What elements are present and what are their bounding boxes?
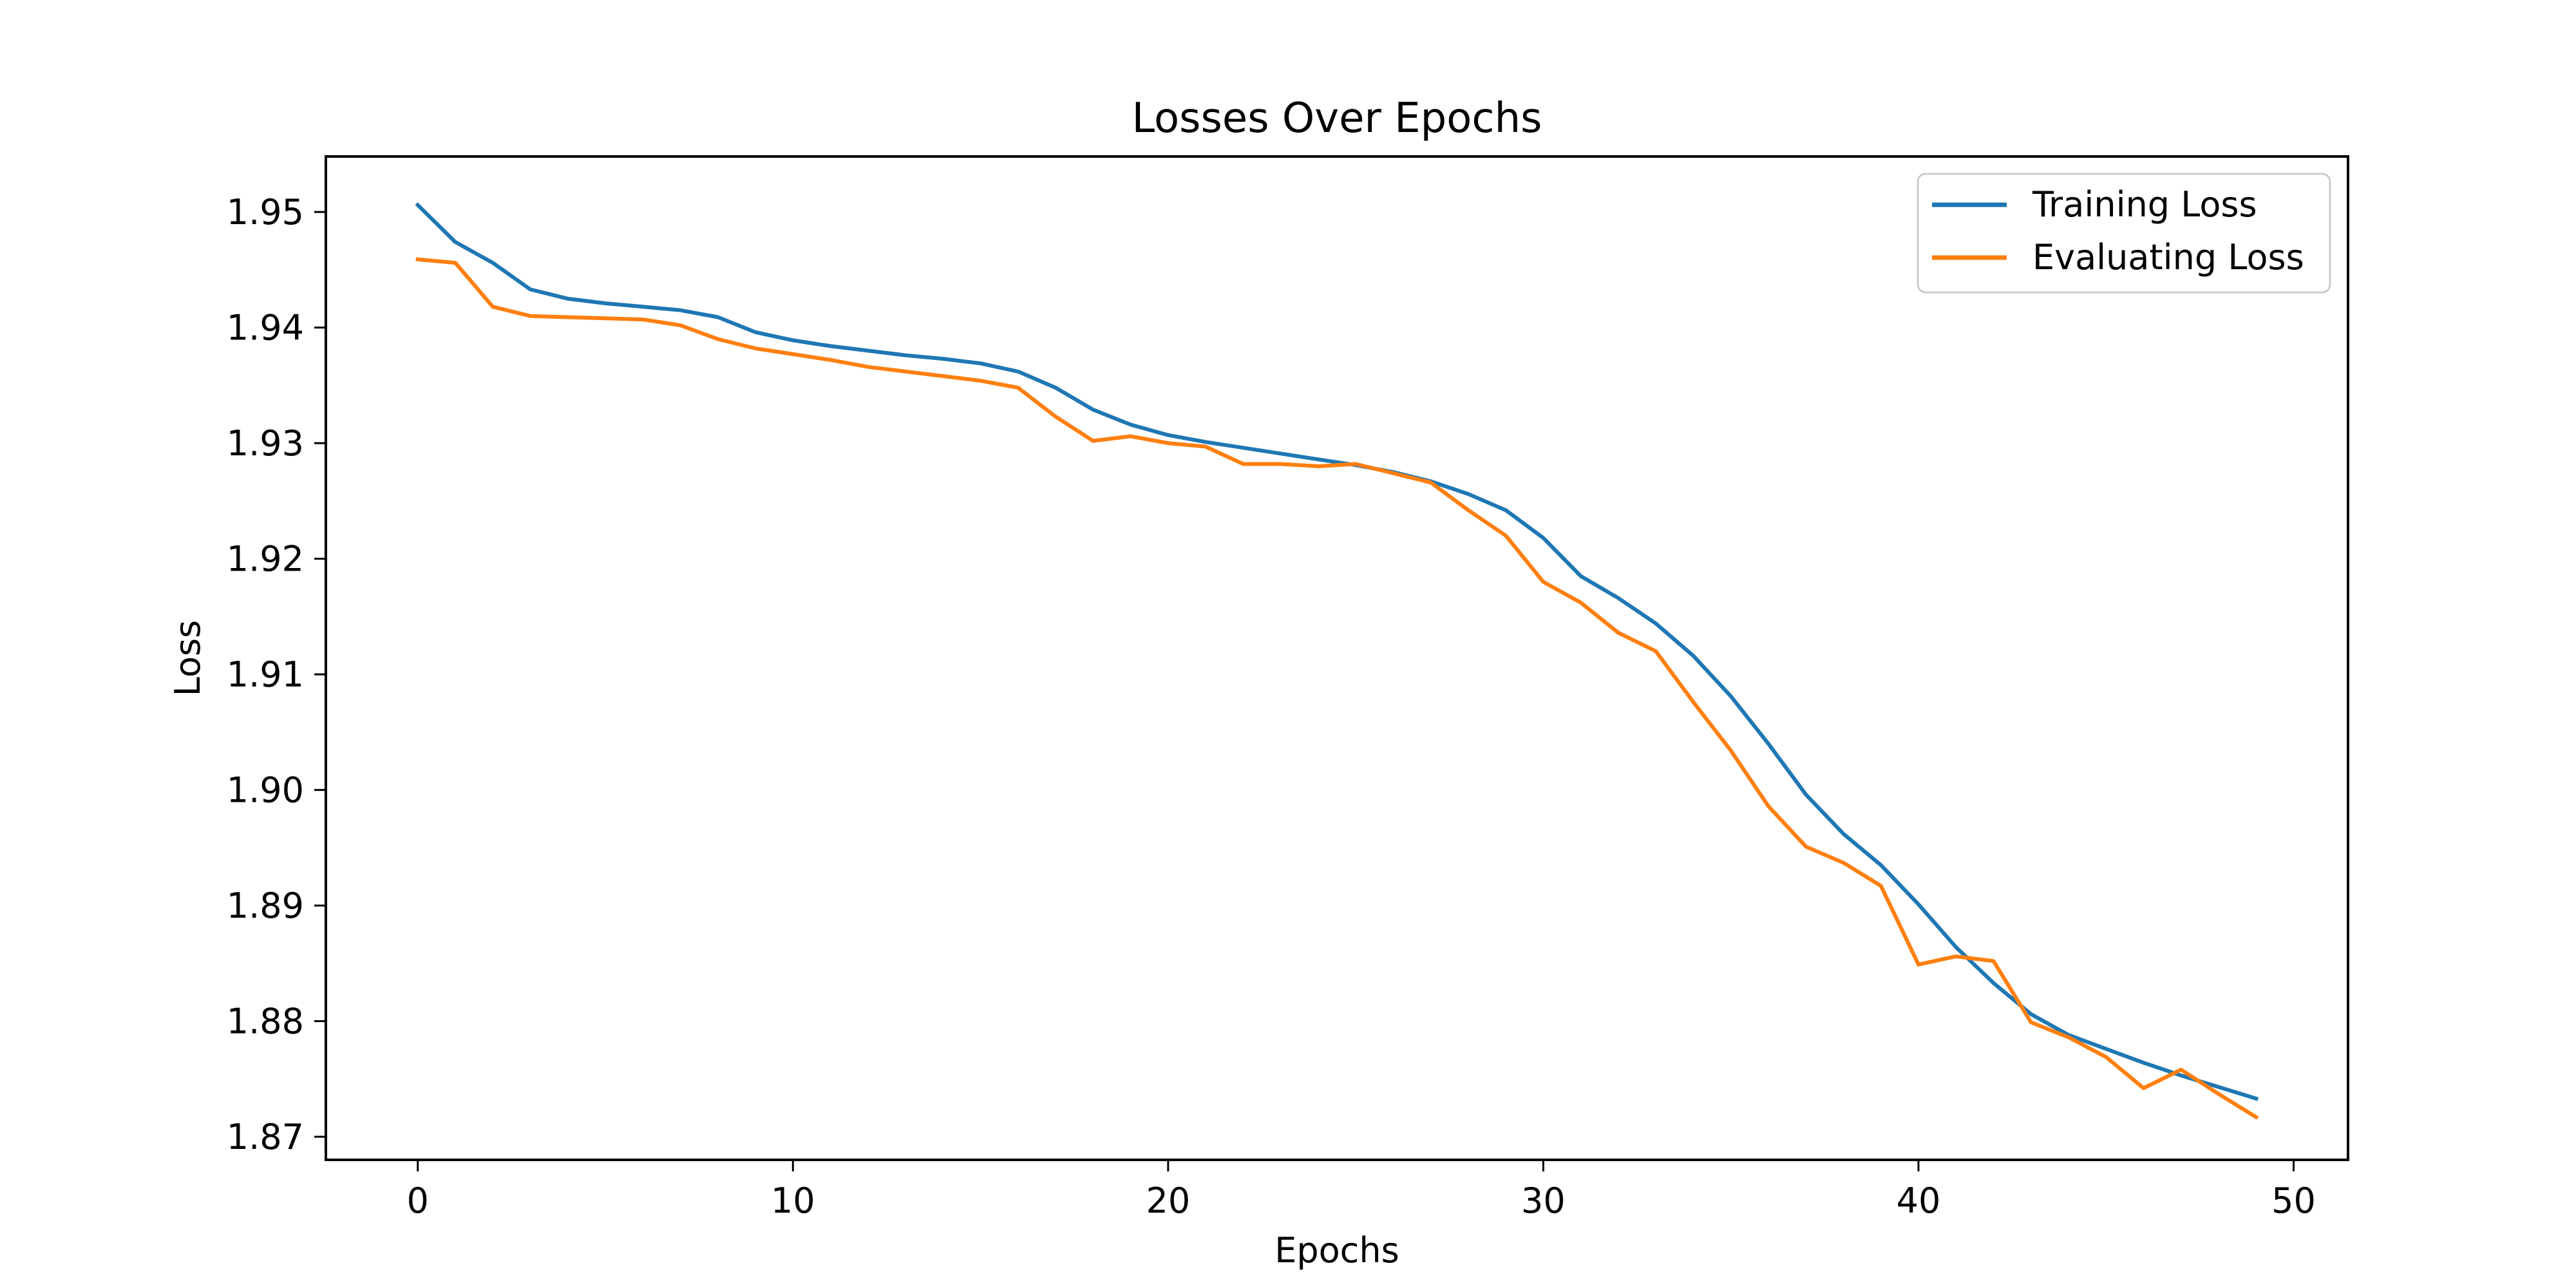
y-axis-ticks: 1.87 1.88 1.89 1.90 1.91 1.92 1.93 1.94 1.95 bbox=[227, 192, 326, 1157]
y-tick-label: 1.95 bbox=[227, 192, 304, 232]
y-tick-label: 1.92 bbox=[227, 539, 304, 580]
legend-box bbox=[1917, 173, 2331, 294]
chart-title: Losses Over Epochs bbox=[1132, 95, 1542, 142]
y-tick-label: 1.87 bbox=[227, 1117, 304, 1157]
series-line-training-loss bbox=[415, 202, 2259, 1101]
y-axis-label: Loss bbox=[167, 620, 208, 696]
x-tick-label: 0 bbox=[407, 1180, 429, 1221]
x-tick-label: 30 bbox=[1521, 1180, 1566, 1221]
legend-label-evaluating-loss: Evaluating Loss bbox=[2032, 237, 2304, 278]
y-tick-label: 1.90 bbox=[227, 770, 304, 811]
series-layer bbox=[415, 202, 2259, 1120]
x-tick-label: 10 bbox=[771, 1180, 815, 1221]
x-tick-label: 20 bbox=[1146, 1180, 1190, 1221]
series-line-evaluating-loss bbox=[415, 257, 2259, 1120]
legend-label-training-loss: Training Loss bbox=[2032, 184, 2257, 225]
legend: Training Loss Evaluating Loss bbox=[1917, 173, 2331, 294]
x-tick-label: 40 bbox=[1897, 1180, 1941, 1221]
y-tick-label: 1.89 bbox=[227, 886, 304, 926]
y-tick-label: 1.94 bbox=[227, 308, 304, 348]
x-tick-label: 50 bbox=[2271, 1180, 2316, 1221]
y-tick-label: 1.88 bbox=[227, 1001, 304, 1042]
x-axis-label: Epochs bbox=[1274, 1230, 1399, 1271]
y-tick-label: 1.93 bbox=[227, 423, 304, 464]
y-tick-label: 1.91 bbox=[227, 654, 304, 695]
x-axis-ticks: 0 10 20 30 40 50 bbox=[407, 1160, 2316, 1221]
plot-area-frame bbox=[325, 155, 2349, 1161]
